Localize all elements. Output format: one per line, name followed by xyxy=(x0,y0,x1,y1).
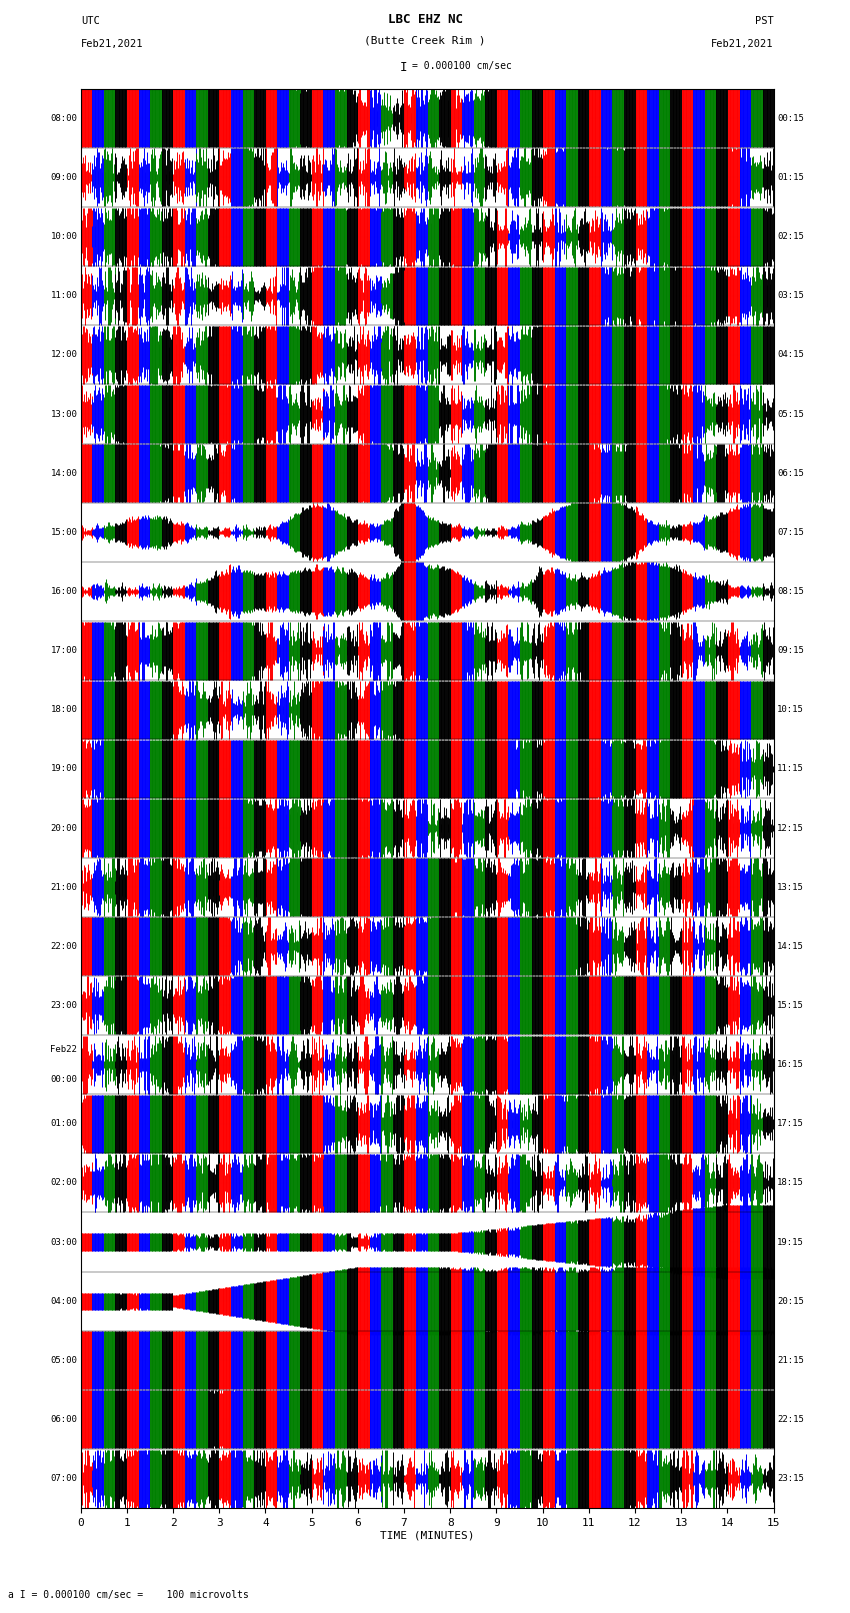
Text: 00:00: 00:00 xyxy=(50,1074,77,1084)
Text: UTC: UTC xyxy=(81,16,99,26)
Text: 21:15: 21:15 xyxy=(777,1357,804,1365)
Text: 18:15: 18:15 xyxy=(777,1179,804,1187)
Text: 16:00: 16:00 xyxy=(50,587,77,595)
X-axis label: TIME (MINUTES): TIME (MINUTES) xyxy=(380,1531,474,1540)
Text: 23:00: 23:00 xyxy=(50,1002,77,1010)
Text: 13:15: 13:15 xyxy=(777,882,804,892)
Text: 03:00: 03:00 xyxy=(50,1237,77,1247)
Text: 14:15: 14:15 xyxy=(777,942,804,950)
Text: 01:00: 01:00 xyxy=(50,1119,77,1127)
Text: 08:15: 08:15 xyxy=(777,587,804,595)
Text: 21:00: 21:00 xyxy=(50,882,77,892)
Text: 23:15: 23:15 xyxy=(777,1474,804,1482)
Text: 10:15: 10:15 xyxy=(777,705,804,715)
Text: 04:15: 04:15 xyxy=(777,350,804,360)
Text: 11:00: 11:00 xyxy=(50,292,77,300)
Text: 19:15: 19:15 xyxy=(777,1237,804,1247)
Text: 06:00: 06:00 xyxy=(50,1415,77,1424)
Text: LBC EHZ NC: LBC EHZ NC xyxy=(388,13,462,26)
Text: 17:15: 17:15 xyxy=(777,1119,804,1127)
Text: 04:00: 04:00 xyxy=(50,1297,77,1305)
Text: 22:00: 22:00 xyxy=(50,942,77,950)
Text: 05:00: 05:00 xyxy=(50,1357,77,1365)
Text: 00:15: 00:15 xyxy=(777,115,804,123)
Text: 11:15: 11:15 xyxy=(777,765,804,773)
Text: 02:00: 02:00 xyxy=(50,1179,77,1187)
Text: 12:15: 12:15 xyxy=(777,824,804,832)
Bar xyxy=(81,561,774,621)
Text: 15:00: 15:00 xyxy=(50,527,77,537)
Text: (Butte Creek Rim ): (Butte Creek Rim ) xyxy=(365,35,485,45)
Text: PST: PST xyxy=(755,16,774,26)
Text: 09:15: 09:15 xyxy=(777,647,804,655)
Text: 19:00: 19:00 xyxy=(50,765,77,773)
Text: 01:15: 01:15 xyxy=(777,173,804,182)
Text: 22:15: 22:15 xyxy=(777,1415,804,1424)
Text: 10:00: 10:00 xyxy=(50,232,77,240)
Text: 07:00: 07:00 xyxy=(50,1474,77,1482)
Text: 20:15: 20:15 xyxy=(777,1297,804,1305)
Text: 07:15: 07:15 xyxy=(777,527,804,537)
Text: 20:00: 20:00 xyxy=(50,824,77,832)
Text: 12:00: 12:00 xyxy=(50,350,77,360)
Text: 09:00: 09:00 xyxy=(50,173,77,182)
Text: 13:00: 13:00 xyxy=(50,410,77,418)
Text: 18:00: 18:00 xyxy=(50,705,77,715)
Text: 16:15: 16:15 xyxy=(777,1060,804,1069)
Text: 15:15: 15:15 xyxy=(777,1002,804,1010)
Text: a I = 0.000100 cm/sec =    100 microvolts: a I = 0.000100 cm/sec = 100 microvolts xyxy=(8,1590,249,1600)
Text: Feb22: Feb22 xyxy=(50,1045,77,1055)
Text: 14:00: 14:00 xyxy=(50,469,77,477)
Text: 08:00: 08:00 xyxy=(50,115,77,123)
Text: 03:15: 03:15 xyxy=(777,292,804,300)
Bar xyxy=(81,503,774,561)
Text: Feb21,2021: Feb21,2021 xyxy=(711,39,774,48)
Text: = 0.000100 cm/sec: = 0.000100 cm/sec xyxy=(412,61,512,71)
Text: 05:15: 05:15 xyxy=(777,410,804,418)
Text: Feb21,2021: Feb21,2021 xyxy=(81,39,144,48)
Text: 06:15: 06:15 xyxy=(777,469,804,477)
Text: 17:00: 17:00 xyxy=(50,647,77,655)
Text: I: I xyxy=(400,61,407,74)
Text: 02:15: 02:15 xyxy=(777,232,804,240)
